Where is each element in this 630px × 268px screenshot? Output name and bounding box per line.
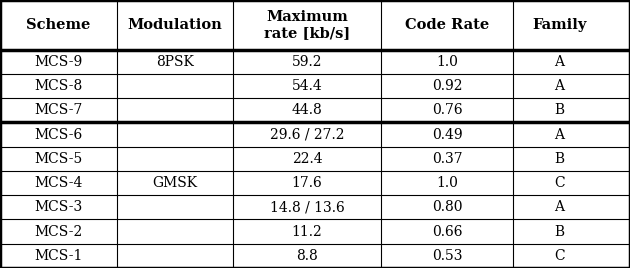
Text: MCS-1: MCS-1	[34, 249, 83, 263]
Text: MCS-3: MCS-3	[34, 200, 83, 214]
Text: 59.2: 59.2	[292, 55, 323, 69]
Text: B: B	[554, 103, 564, 117]
Text: MCS-9: MCS-9	[34, 55, 83, 69]
Text: 11.2: 11.2	[292, 225, 323, 239]
Text: Modulation: Modulation	[127, 18, 222, 32]
Text: 0.76: 0.76	[432, 103, 462, 117]
Text: 14.8 / 13.6: 14.8 / 13.6	[270, 200, 345, 214]
Text: GMSK: GMSK	[152, 176, 197, 190]
Text: Family: Family	[532, 18, 587, 32]
Text: MCS-6: MCS-6	[34, 128, 83, 142]
Text: C: C	[554, 249, 564, 263]
Text: 0.37: 0.37	[432, 152, 462, 166]
Text: A: A	[554, 79, 564, 93]
Text: 44.8: 44.8	[292, 103, 323, 117]
Text: A: A	[554, 200, 564, 214]
Text: Maximum
rate [kb/s]: Maximum rate [kb/s]	[264, 10, 350, 40]
Text: 1.0: 1.0	[437, 55, 458, 69]
Text: Code Rate: Code Rate	[405, 18, 490, 32]
Text: MCS-2: MCS-2	[34, 225, 83, 239]
Text: B: B	[554, 225, 564, 239]
Text: Scheme: Scheme	[26, 18, 91, 32]
Text: 0.66: 0.66	[432, 225, 462, 239]
Text: 0.80: 0.80	[432, 200, 462, 214]
Text: MCS-7: MCS-7	[34, 103, 83, 117]
Text: 29.6 / 27.2: 29.6 / 27.2	[270, 128, 345, 142]
Text: 0.49: 0.49	[432, 128, 462, 142]
Text: A: A	[554, 55, 564, 69]
Text: MCS-8: MCS-8	[34, 79, 83, 93]
Text: 22.4: 22.4	[292, 152, 323, 166]
Text: 8PSK: 8PSK	[156, 55, 194, 69]
Text: 54.4: 54.4	[292, 79, 323, 93]
Text: 1.0: 1.0	[437, 176, 458, 190]
Text: MCS-4: MCS-4	[34, 176, 83, 190]
Text: 0.92: 0.92	[432, 79, 462, 93]
Text: 8.8: 8.8	[296, 249, 318, 263]
Text: 17.6: 17.6	[292, 176, 323, 190]
Text: A: A	[554, 128, 564, 142]
Text: C: C	[554, 176, 564, 190]
Text: MCS-5: MCS-5	[34, 152, 83, 166]
Text: 0.53: 0.53	[432, 249, 462, 263]
Text: B: B	[554, 152, 564, 166]
